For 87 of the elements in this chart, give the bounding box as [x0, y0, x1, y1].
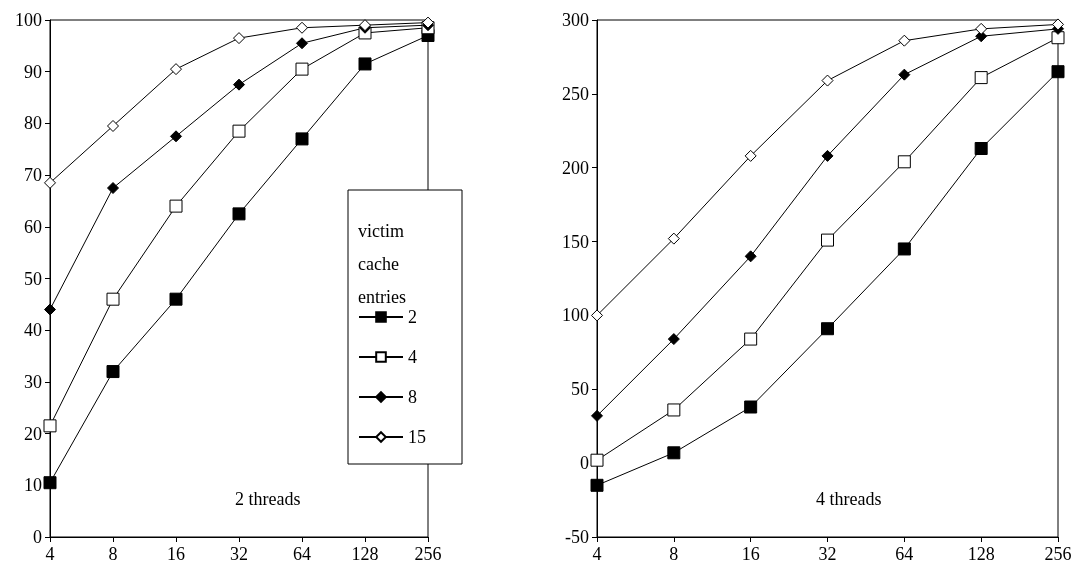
point — [169, 199, 183, 213]
x-tick-label: 16 — [167, 544, 185, 564]
y-tick-label: 200 — [562, 157, 589, 178]
point — [43, 476, 57, 490]
point — [591, 309, 603, 322]
point — [170, 130, 182, 143]
y-tick-label: 60 — [24, 216, 42, 237]
x-tick-label: 64 — [895, 544, 914, 564]
y-tick-label: 0 — [580, 453, 589, 474]
y-tick-label: 50 — [571, 379, 589, 400]
legend-label: 4 — [408, 347, 417, 367]
y-tick-label: 90 — [24, 61, 42, 82]
point — [667, 403, 681, 417]
point — [233, 78, 245, 91]
x-tick-label: 4 — [45, 544, 55, 564]
point — [44, 303, 56, 316]
point — [107, 119, 119, 132]
point — [590, 478, 604, 492]
x-tick-label: 64 — [293, 544, 311, 564]
legend-label: 8 — [408, 387, 417, 407]
point — [974, 142, 988, 156]
point — [821, 322, 834, 336]
annotation: 2 threads — [235, 489, 301, 509]
legend-label: 15 — [408, 427, 426, 447]
point — [1051, 31, 1065, 45]
x-tick-label: 16 — [741, 544, 760, 564]
legend-title: victim cache entries — [358, 221, 406, 307]
point — [232, 124, 246, 138]
y-tick-label: 300 — [562, 10, 589, 30]
y-tick-label: 100 — [562, 305, 589, 326]
point — [744, 250, 757, 263]
y-tick-label: 250 — [562, 83, 589, 104]
point — [897, 155, 911, 169]
point — [295, 132, 309, 146]
y-tick-label: 40 — [24, 320, 42, 341]
x-tick-label: 128 — [967, 544, 995, 564]
point — [1052, 18, 1064, 31]
x-tick-label: 32 — [230, 544, 248, 564]
point — [1051, 65, 1065, 79]
point — [667, 333, 680, 346]
point — [667, 232, 680, 245]
y-tick-label: 100 — [15, 10, 42, 30]
point — [898, 34, 911, 47]
point — [590, 453, 604, 467]
point — [106, 292, 120, 306]
y-tick-label: 80 — [24, 113, 42, 134]
point — [821, 149, 834, 162]
point — [897, 242, 911, 256]
point — [744, 400, 758, 414]
point — [295, 62, 309, 76]
y-tick-label: 70 — [24, 165, 42, 186]
y-tick-label: -50 — [565, 527, 589, 547]
y-tick-label: 150 — [562, 231, 589, 252]
point — [898, 68, 911, 81]
point — [296, 37, 308, 50]
point — [107, 182, 119, 195]
x-tick-label: 8 — [669, 544, 679, 564]
legend-label: 2 — [408, 307, 417, 327]
point — [43, 419, 57, 433]
point — [169, 292, 183, 306]
point — [744, 332, 758, 346]
point — [106, 365, 120, 379]
x-tick-label: 256 — [414, 544, 442, 564]
point — [232, 207, 246, 221]
annotation: 4 threads — [816, 489, 882, 509]
point — [821, 233, 834, 247]
point — [296, 21, 308, 34]
y-tick-label: 50 — [24, 268, 42, 289]
point — [975, 22, 988, 35]
point — [974, 71, 988, 85]
point — [744, 149, 757, 162]
y-tick-label: 30 — [24, 371, 42, 392]
point — [591, 409, 603, 422]
point — [233, 32, 245, 45]
x-tick-label: 128 — [351, 544, 379, 564]
y-tick-label: 10 — [24, 475, 42, 496]
x-tick-label: 4 — [592, 544, 602, 564]
point — [358, 57, 372, 71]
y-tick-label: 0 — [33, 527, 42, 547]
point — [44, 176, 56, 189]
x-tick-label: 32 — [818, 544, 837, 564]
x-tick-label: 8 — [108, 544, 118, 564]
y-tick-label: 20 — [24, 423, 42, 444]
point — [821, 74, 834, 87]
x-tick-label: 256 — [1044, 544, 1072, 564]
point — [667, 446, 681, 460]
point — [170, 63, 182, 76]
